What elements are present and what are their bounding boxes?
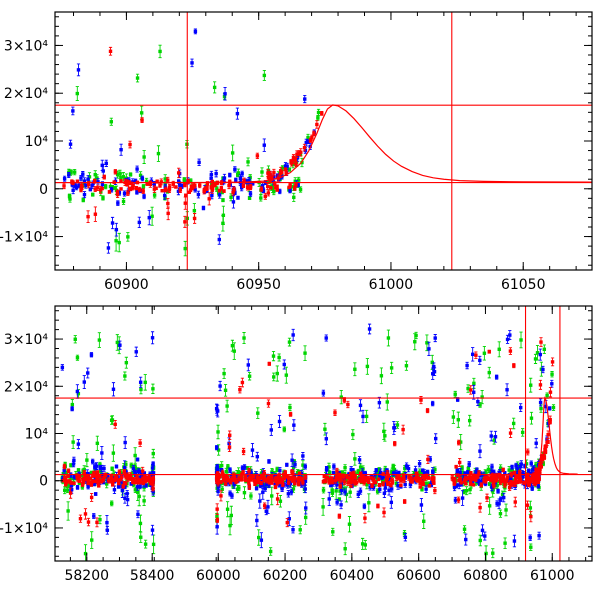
x-tick-label: 58200 (64, 568, 109, 584)
light-curve-panel-bottom: 58200 58400 60000 60200 60400 60600 60800 61000… (0, 300, 600, 600)
x-tick-label: 60400 (330, 568, 375, 584)
x-tick-label: 60950 (236, 277, 281, 293)
x-tick-label: 61050 (501, 277, 546, 293)
y-tick-label: 0 (39, 474, 48, 490)
plot-area (55, 306, 592, 561)
red-points (61, 337, 555, 528)
y-tick-label: 3×10⁴ (4, 38, 48, 54)
x-tick-label: 60000 (196, 568, 241, 584)
green-points (67, 44, 321, 257)
x-tick-label: 60200 (263, 568, 308, 584)
x-tick-label: 61000 (530, 568, 575, 584)
y-tick-label: 2×10⁴ (4, 86, 48, 102)
green-points (60, 329, 556, 561)
axes-frame (54, 11, 593, 271)
y-tick-label: -1×10⁴ (0, 521, 48, 537)
y-tick-label: 0 (39, 182, 48, 198)
x-tick-label: 61000 (369, 277, 414, 293)
y-tick-label: 3×10⁴ (4, 332, 48, 348)
y-tick-label: 2×10⁴ (4, 379, 48, 395)
x-tick-label: 60900 (104, 277, 149, 293)
y-tick-label: 10⁴ (25, 427, 49, 443)
x-tick-label: 58400 (130, 568, 175, 584)
plot-svg-top: 60900 60950 61000 61050 3×10⁴ 2×10⁴ 10⁴ 0 -1×10⁴ (0, 11, 593, 293)
red-points (62, 46, 324, 228)
blue-points (62, 28, 316, 254)
x-tick-label: 60800 (463, 568, 508, 584)
plot-svg-bottom: 58200 58400 60000 60200 60400 60600 60800 61000… (0, 305, 593, 584)
axis-ticks (55, 12, 592, 270)
axis-labels: 60900 60950 61000 61050 3×10⁴ 2×10⁴ 10⁴ 0 -1×10⁴ (0, 38, 545, 293)
eruption-model-curve (509, 396, 578, 476)
axis-ticks (55, 306, 592, 561)
light-curve-panel-top: 60900 60950 61000 61050 3×10⁴ 2×10⁴ 10⁴ 0 -1×10⁴ (0, 11, 593, 293)
y-tick-label: -1×10⁴ (0, 230, 48, 246)
y-tick-label: 10⁴ (25, 134, 49, 150)
axis-labels: 58200 58400 60000 60200 60400 60600 60800 61000… (0, 332, 575, 584)
plot-area (55, 12, 592, 270)
x-tick-label: 60600 (396, 568, 441, 584)
eruption-model-curve (55, 104, 592, 184)
blue-points (60, 323, 554, 549)
